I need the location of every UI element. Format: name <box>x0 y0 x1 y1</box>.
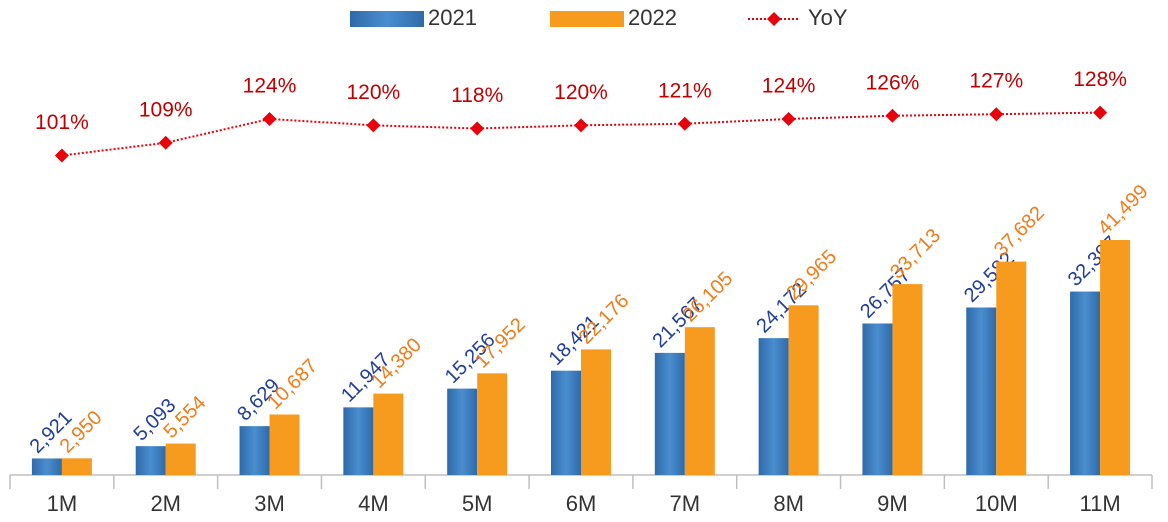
bar <box>269 414 300 475</box>
data-label: 118% <box>451 84 503 107</box>
yoy-marker <box>366 118 381 133</box>
data-label: 120% <box>554 81 608 104</box>
data-label: 120% <box>347 81 401 104</box>
yoy-marker <box>158 135 173 150</box>
x-tick-label: 5M <box>462 491 493 516</box>
bar <box>477 373 508 475</box>
bar <box>61 458 92 475</box>
legend-swatch <box>550 11 624 27</box>
bar <box>654 352 685 475</box>
data-label: 37,682 <box>990 202 1049 261</box>
bar <box>551 370 581 475</box>
x-tick-label: 9M <box>877 491 908 516</box>
data-label: 41,499 <box>1094 180 1153 239</box>
data-label: 128% <box>1073 68 1127 91</box>
data-label: 124% <box>243 75 297 98</box>
x-tick-label: 6M <box>566 491 597 516</box>
yoy-marker <box>1093 105 1108 120</box>
yoy-marker <box>989 107 1004 122</box>
legend-label: YoY <box>808 5 848 30</box>
data-label: 109% <box>139 98 193 121</box>
data-label: 126% <box>866 71 920 94</box>
bar <box>684 327 715 475</box>
bar <box>966 307 997 475</box>
x-tick-label: 3M <box>254 491 285 516</box>
x-tick-label: 4M <box>358 491 389 516</box>
data-label: 101% <box>35 111 89 134</box>
bar <box>343 407 374 475</box>
x-tick-label: 2M <box>150 491 181 516</box>
data-label: 124% <box>762 75 816 98</box>
data-label: 127% <box>969 70 1023 93</box>
yoy-marker <box>885 108 900 123</box>
x-tick-label: 1M <box>47 491 78 516</box>
data-label: 29,965 <box>782 246 841 305</box>
yoy-marker <box>574 118 588 133</box>
legend-swatch <box>350 11 424 27</box>
yoy-marker <box>54 148 69 163</box>
legend-label: 2022 <box>628 5 677 30</box>
bar <box>165 443 196 475</box>
bar <box>862 323 893 475</box>
bar <box>892 284 923 475</box>
yoy-marker <box>470 121 485 136</box>
legend-marker <box>767 12 781 26</box>
x-tick-label: 11M <box>1080 491 1121 516</box>
data-label: 121% <box>658 79 712 102</box>
bar <box>788 305 819 475</box>
bar <box>373 393 404 475</box>
bar <box>1100 240 1131 475</box>
bar <box>239 426 270 475</box>
bar <box>996 261 1027 475</box>
yoy-marker <box>262 111 277 126</box>
bar <box>31 458 62 475</box>
bar <box>447 388 478 475</box>
bar <box>758 338 789 475</box>
bar <box>135 446 166 475</box>
data-label: 33,713 <box>886 225 945 284</box>
x-tick-label: 7M <box>670 491 701 516</box>
yoy-line <box>61 111 1101 157</box>
yoy-marker <box>677 116 692 131</box>
legend-label: 2021 <box>428 5 477 30</box>
x-tick-label: 10M <box>975 491 1018 516</box>
bar <box>581 349 611 475</box>
bar <box>1070 291 1101 475</box>
yoy-marker <box>781 111 796 126</box>
x-tick-label: 8M <box>773 491 804 516</box>
